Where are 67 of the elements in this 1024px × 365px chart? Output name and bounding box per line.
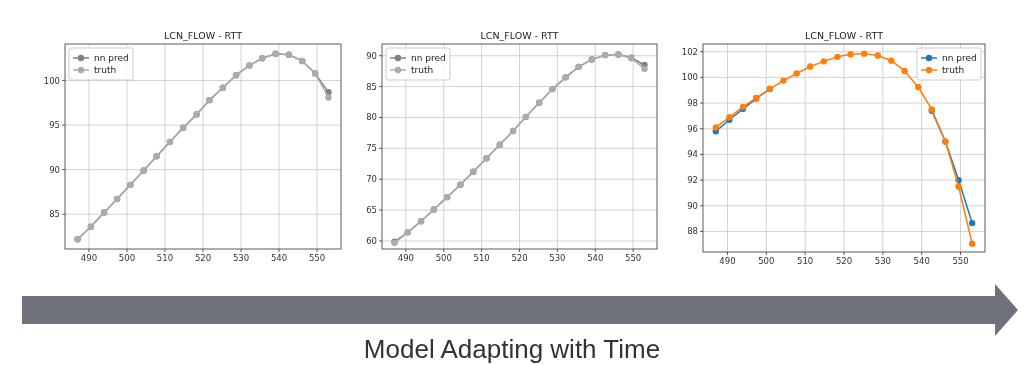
y-tick-label: 92 (687, 175, 698, 186)
point (874, 52, 881, 59)
chart-title: LCN_FLOW - RTT (480, 30, 559, 41)
point (780, 77, 787, 84)
chart-title: LCN_FLOW - RTT (164, 30, 243, 41)
point (914, 83, 922, 91)
legend-label: truth (94, 65, 117, 76)
point (901, 67, 908, 75)
point (325, 94, 332, 101)
legend-label: nn pred (942, 53, 977, 64)
y-tick-label: 70 (366, 174, 377, 185)
point (820, 58, 827, 65)
x-tick-label: 490 (719, 256, 736, 266)
y-tick-label: 90 (687, 200, 698, 211)
y-tick-label: 100 (681, 72, 698, 83)
legend-label: truth (942, 65, 965, 76)
x-tick-label: 510 (473, 253, 490, 263)
x-tick-label: 490 (80, 253, 98, 263)
y-tick-label: 102 (681, 46, 698, 57)
y-tick-label: 98 (687, 98, 698, 109)
x-tick-label: 510 (156, 253, 174, 263)
y-tick-label: 90 (366, 50, 377, 61)
point (834, 53, 841, 61)
x-tick-label: 530 (232, 253, 250, 263)
y-tick-label: 60 (366, 235, 377, 246)
x-tick-label: 530 (874, 256, 891, 266)
x-tick-label: 500 (118, 253, 136, 263)
legend-label: nn pred (411, 53, 446, 64)
point (955, 183, 962, 190)
point (712, 124, 720, 131)
x-tick-label: 550 (625, 253, 642, 263)
point (968, 240, 976, 247)
y-tick-label: 85 (366, 81, 377, 92)
x-tick-label: 550 (308, 253, 326, 263)
x-tick-label: 540 (270, 253, 288, 263)
x-tick-label: 500 (758, 256, 775, 266)
x-tick-label: 490 (397, 253, 414, 263)
y-tick-label: 85 (49, 209, 60, 220)
legend-label: nn pred (94, 53, 129, 64)
y-tick-label: 65 (366, 205, 377, 216)
legend-label: truth (411, 65, 434, 76)
y-tick-label: 90 (49, 164, 60, 175)
point (793, 70, 800, 77)
x-tick-label: 550 (952, 256, 969, 266)
y-tick-label: 75 (366, 143, 377, 154)
y-tick-label: 80 (366, 112, 377, 123)
y-tick-label: 96 (687, 123, 698, 134)
x-tick-label: 500 (435, 253, 452, 263)
point (888, 57, 895, 64)
point (847, 51, 854, 58)
x-tick-label: 520 (511, 253, 528, 263)
point (968, 219, 976, 227)
x-tick-label: 510 (797, 256, 814, 266)
point (641, 65, 648, 72)
y-tick-label: 88 (687, 226, 698, 237)
y-tick-label: 95 (49, 120, 60, 131)
x-tick-label: 530 (549, 253, 566, 263)
point (861, 50, 868, 57)
y-tick-label: 100 (43, 75, 60, 86)
x-tick-label: 520 (194, 253, 212, 263)
text: Model Adapting with Time (363, 334, 661, 364)
point (807, 63, 814, 70)
chart-title: LCN_FLOW - RTT (805, 30, 884, 41)
y-tick-label: 94 (687, 149, 698, 160)
x-tick-label: 520 (835, 256, 853, 266)
x-tick-label: 540 (587, 253, 604, 263)
x-tick-label: 540 (913, 256, 930, 266)
